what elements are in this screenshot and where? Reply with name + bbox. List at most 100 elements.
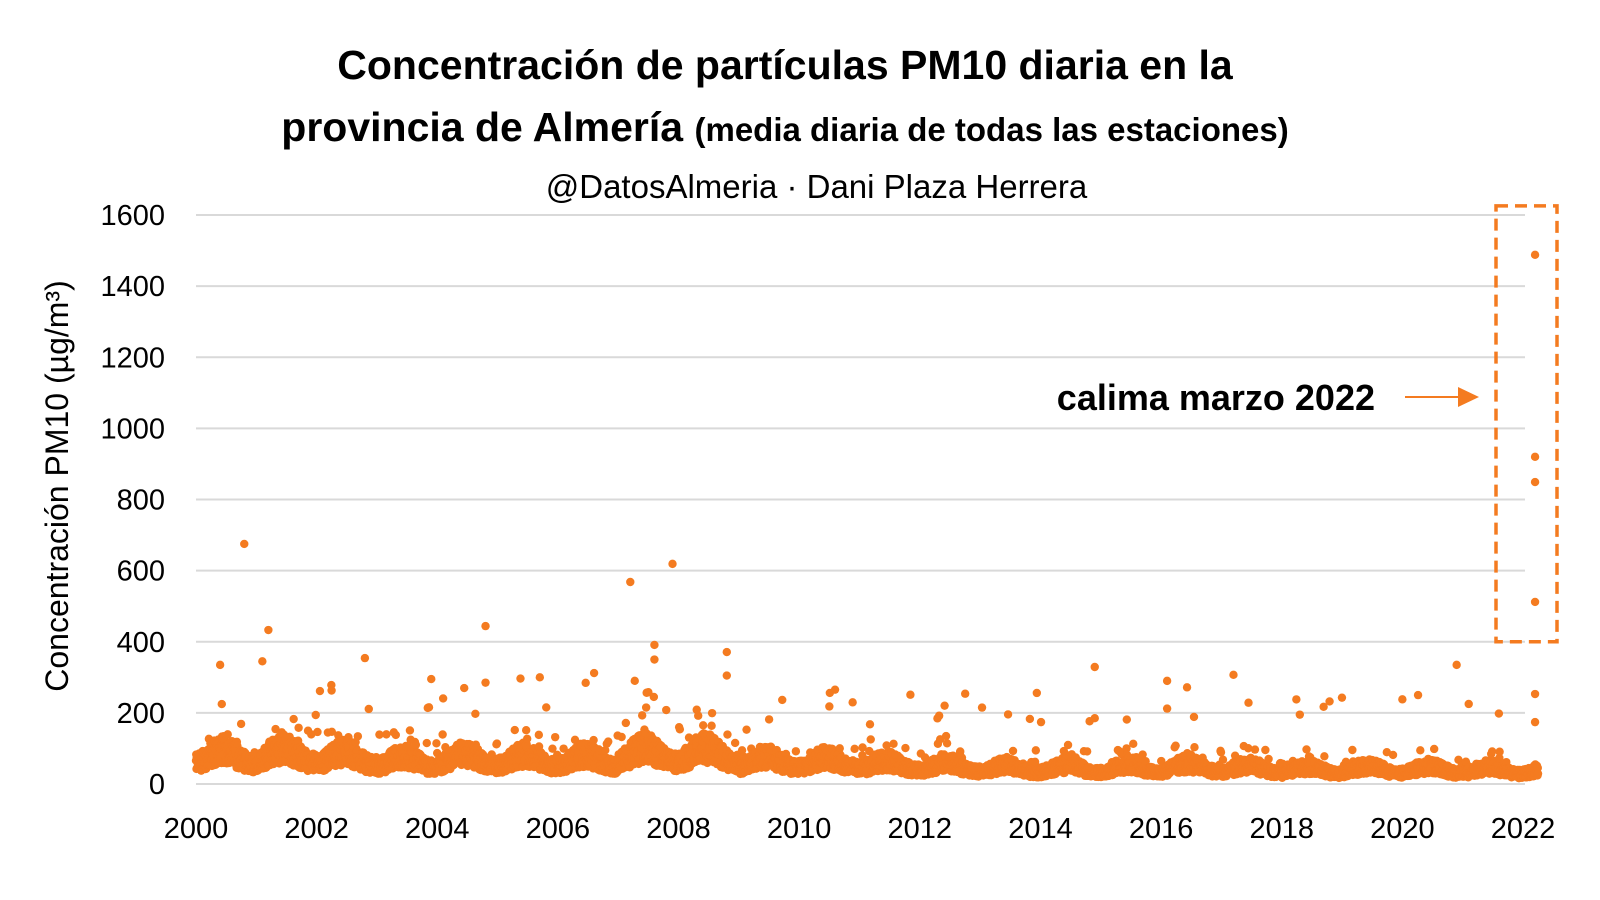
data-point [850,744,859,754]
data-point [1032,688,1042,698]
y-tick-label: 1000 [100,413,165,445]
y-tick-label: 1600 [100,200,165,232]
data-point [550,732,560,742]
data-point [865,720,875,729]
data-point [601,745,610,755]
data-point [1189,712,1199,722]
data-point [835,744,844,753]
x-tick-labels: 2000 2002 2004 2006 2008 2010 2012 2014 2016 2018… [164,813,1556,845]
data-point [1141,756,1150,766]
data-point [311,710,320,720]
data-point [521,725,531,735]
data-point [934,711,944,720]
data-point [1008,746,1018,756]
data-point [1264,754,1273,764]
data-point [1261,745,1270,755]
data-point [534,730,544,740]
data-point [1388,750,1398,760]
data-point [492,739,502,748]
x-tick-label: 2018 [1249,813,1314,845]
title-line-1: Concentración de partículas PM10 diaria … [337,42,1233,88]
data-point [327,686,336,695]
data-point [1216,748,1226,757]
data-point [848,698,857,707]
y-tick-label: 600 [117,556,165,588]
data-point [778,695,787,705]
data-point [1171,741,1180,750]
data-point [391,730,400,740]
y-tick-label: 0 [149,769,165,801]
data-point [432,739,441,748]
x-tick-label: 2002 [284,813,349,845]
data-point [707,721,716,730]
x-tick-label: 2014 [1008,813,1073,845]
data-point [723,730,732,739]
data-point [364,704,373,714]
data-point [315,686,325,696]
data-point [375,730,384,739]
data-point [1129,739,1138,749]
data-point [471,709,480,719]
data-point [960,689,970,698]
data-point [941,731,951,741]
data-point [1063,740,1073,750]
data-point [1122,715,1132,724]
x-tick-label: 2022 [1491,813,1556,845]
data-point [662,705,671,715]
data-point [1082,747,1092,756]
data-point [548,744,557,753]
data-point [294,723,303,732]
data-point [977,703,987,712]
data-point [940,701,949,710]
data-point [411,740,421,749]
y-tick-label: 200 [117,698,165,730]
data-point [630,676,639,686]
data-point [617,732,626,742]
data-point [1025,714,1035,724]
data-point [1218,755,1228,764]
data-point [223,730,232,739]
data-point [942,739,952,748]
data-point [791,747,801,756]
data-point [1320,752,1329,761]
data-point [236,719,246,729]
data-point [830,685,840,694]
data-point [405,726,415,735]
x-tick-label: 2020 [1370,813,1435,845]
data-point [764,715,774,724]
data-point [737,746,747,755]
x-tick-label: 2000 [164,813,229,845]
x-tick-label: 2016 [1129,813,1194,845]
data-point [1292,695,1301,704]
data-point [637,711,647,720]
data-point [707,708,717,718]
data-point [694,711,703,720]
data-point [313,727,322,737]
data-point [698,721,708,730]
data-point [510,725,519,735]
chart-subtitle: @DatosAlmeria · Dani Plaza Herrera [458,166,1175,208]
chart-title: Concentración de partículas PM10 diaria … [0,34,1570,161]
y-tick-label: 1400 [100,271,165,303]
grid-lines [196,214,1525,785]
data-point [382,730,391,739]
data-point [889,739,898,749]
data-point [353,732,363,741]
data-point [1416,746,1425,755]
data-point [1250,745,1260,754]
data-point [217,699,226,709]
data-point [1337,693,1347,702]
data-point [621,718,631,728]
data-point [901,743,910,753]
data-point [604,737,613,746]
data-point [438,694,448,703]
data-point [641,703,651,712]
data-point [1190,743,1199,752]
data-point [271,724,280,734]
data-point [675,725,685,734]
data-point [1413,690,1423,700]
data-point [522,734,532,743]
x-tick-label: 2004 [405,813,470,845]
